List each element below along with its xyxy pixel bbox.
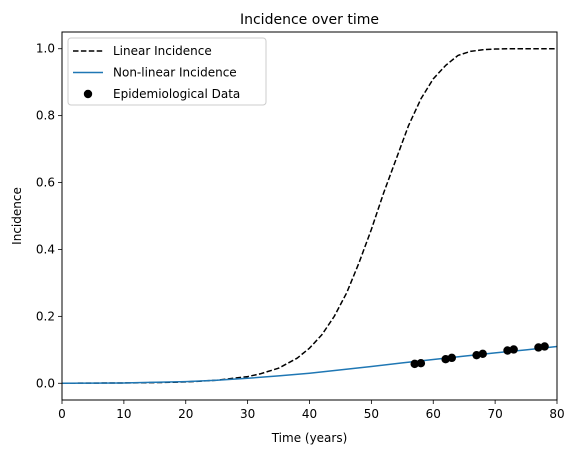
data-point xyxy=(410,359,419,369)
y-tick-label: 0.8 xyxy=(36,109,55,123)
legend-entry-label: Non-linear Incidence xyxy=(113,66,237,80)
x-tick-label: 70 xyxy=(487,407,502,421)
y-tick-label: 1.0 xyxy=(36,42,55,56)
data-point xyxy=(416,359,426,368)
data-point xyxy=(534,343,543,352)
y-axis: 0.0 0.2 0.4 0.6 0.8 1.0 xyxy=(36,42,62,390)
legend-entry-label: Epidemiological Data xyxy=(113,87,240,101)
x-axis-label: Time (years) xyxy=(271,431,348,445)
y-axis-label: Incidence xyxy=(10,187,24,245)
y-tick-label: 0.2 xyxy=(36,309,55,323)
x-tick-label: 10 xyxy=(116,407,131,421)
legend-marker-swatch xyxy=(83,89,93,99)
x-tick-label: 60 xyxy=(426,407,441,421)
plot-area xyxy=(62,47,557,385)
x-tick-label: 50 xyxy=(364,407,379,421)
y-tick-label: 0.0 xyxy=(36,376,55,390)
data-point xyxy=(540,342,549,351)
data-point xyxy=(509,345,518,354)
data-point xyxy=(503,346,512,355)
chart-title: Incidence over time xyxy=(240,12,379,28)
x-tick-label: 20 xyxy=(178,407,193,421)
legend-entry-label: Linear Incidence xyxy=(113,44,212,58)
x-tick-label: 80 xyxy=(549,407,564,421)
legend: Linear Incidence Non-linear Incidence Epid… xyxy=(67,37,267,106)
data-point xyxy=(478,349,487,359)
x-tick-label: 40 xyxy=(302,407,317,421)
linear-incidence-line xyxy=(62,47,557,385)
y-tick-label: 0.6 xyxy=(36,176,55,190)
legend-box xyxy=(67,37,267,106)
x-axis: 0 10 20 30 40 50 60 70 80 xyxy=(58,400,565,421)
x-tick-label: 30 xyxy=(240,407,255,421)
data-point xyxy=(447,353,457,363)
y-tick-label: 0.4 xyxy=(36,242,55,256)
x-tick-label: 0 xyxy=(58,407,66,421)
